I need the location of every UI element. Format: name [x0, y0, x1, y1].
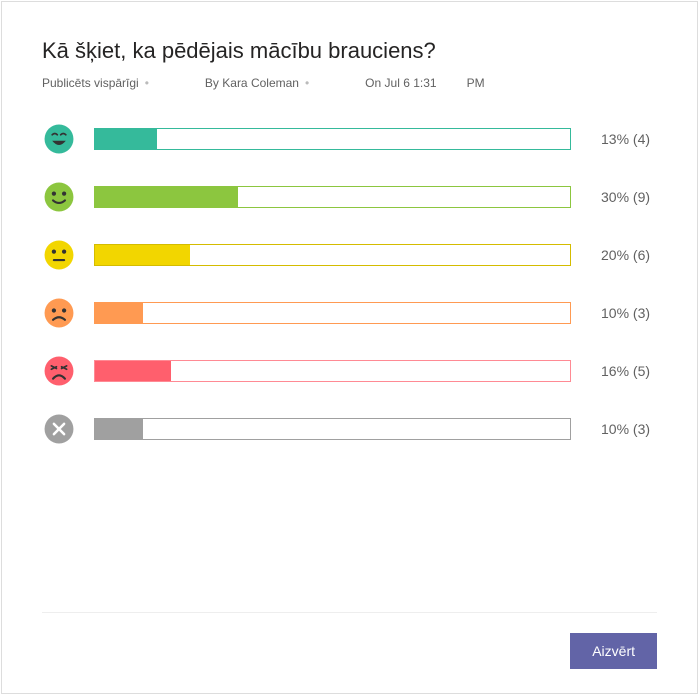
- result-bar: [94, 186, 571, 208]
- result-stats: 10% (3): [589, 305, 657, 321]
- author-label: By Kara Coleman: [205, 76, 309, 90]
- result-row: 16% (5): [42, 354, 657, 388]
- result-rows: 13% (4) 30% (9) 20% (6) 10% (3): [42, 122, 657, 446]
- footer: Aizvērt: [42, 612, 657, 669]
- published-label: Publicēts vispārīgi: [42, 76, 149, 90]
- neutral-face-icon: [42, 238, 76, 272]
- result-stats: 13% (4): [589, 131, 657, 147]
- result-stats: 16% (5): [589, 363, 657, 379]
- close-button[interactable]: Aizvērt: [570, 633, 657, 669]
- ampm-label: PM: [467, 76, 485, 90]
- result-bar-fill: [95, 361, 171, 381]
- result-bar: [94, 302, 571, 324]
- result-bar-fill: [95, 187, 238, 207]
- result-row: 10% (3): [42, 296, 657, 330]
- result-bar: [94, 418, 571, 440]
- sad-face-icon: [42, 296, 76, 330]
- result-bar-fill: [95, 419, 143, 439]
- result-bar-fill: [95, 303, 143, 323]
- poll-title: Kā šķiet, ka pēdējais mācību brauciens?: [42, 38, 657, 64]
- poll-results-card: Kā šķiet, ka pēdējais mācību brauciens? …: [1, 1, 698, 694]
- upset-face-icon: [42, 354, 76, 388]
- result-bar: [94, 360, 571, 382]
- result-bar-fill: [95, 245, 190, 265]
- result-stats: 30% (9): [589, 189, 657, 205]
- result-bar: [94, 244, 571, 266]
- result-stats: 10% (3): [589, 421, 657, 437]
- laugh-face-icon: [42, 122, 76, 156]
- result-row: 20% (6): [42, 238, 657, 272]
- result-bar: [94, 128, 571, 150]
- result-row: 10% (3): [42, 412, 657, 446]
- result-stats: 20% (6): [589, 247, 657, 263]
- result-row: 13% (4): [42, 122, 657, 156]
- skip-face-icon: [42, 412, 76, 446]
- smile-face-icon: [42, 180, 76, 214]
- result-row: 30% (9): [42, 180, 657, 214]
- date-label: On Jul 6 1:31: [365, 76, 436, 90]
- poll-meta: Publicēts vispārīgi By Kara Coleman On J…: [42, 76, 657, 90]
- result-bar-fill: [95, 129, 157, 149]
